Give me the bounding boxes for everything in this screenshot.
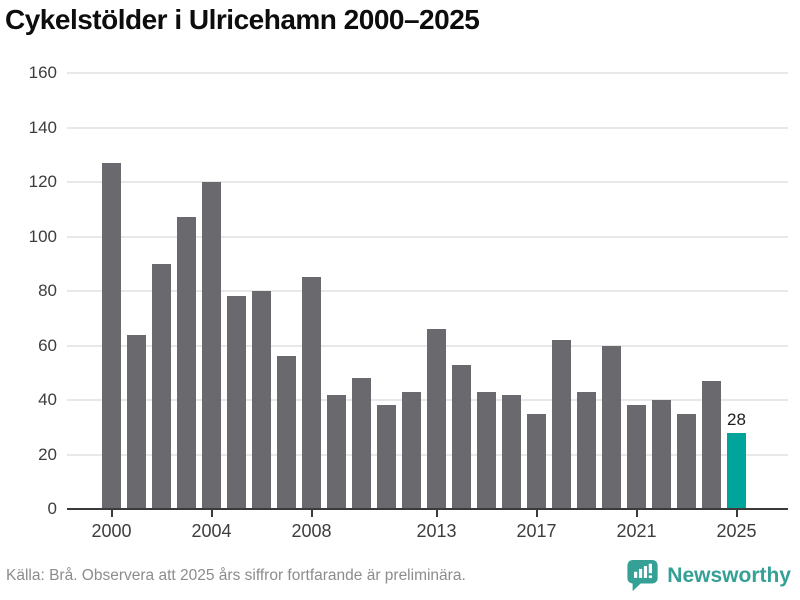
bar-2019 [577,391,596,509]
y-tick-label-160: 160 [28,63,57,82]
gridline-160 [67,72,788,74]
x-tick-label-2000: 2000 [91,521,132,541]
bar-2012 [402,391,421,509]
x-tick-label-2004: 2004 [191,521,232,541]
footer: Källa: Brå. Observera att 2025 års siffr… [6,558,791,594]
page-title: Cykelstölder i Ulricehamn 2000–2025 [5,4,480,35]
bar-2018 [552,340,571,509]
bar-2001 [127,334,146,509]
bar-2025: 28 [727,410,746,509]
x-tick-2008 [310,510,313,517]
bar-2010 [352,378,371,509]
bar-2015 [477,391,496,509]
newsworthy-logo-icon [627,559,658,592]
newsworthy-logo[interactable]: Newsworthy [626,558,791,594]
y-axis-labels: 0 20 40 60 80 100 120 140 160 [7,63,57,518]
x-tick-2021 [635,510,638,517]
bars-container: 28 [102,73,746,509]
x-tick-2000 [110,510,113,517]
x-tick-label-2021: 2021 [616,521,657,541]
bar-2006 [252,291,271,509]
gridline-140 [67,126,788,129]
x-tick-2025 [735,510,738,517]
bar-2011 [377,405,396,509]
x-axis-line [67,508,788,510]
y-tick-label-20: 20 [38,444,57,464]
bar-2002 [152,263,171,509]
bar-2007 [277,356,296,509]
gridline-100 [67,235,788,238]
y-tick-label-140: 140 [28,117,57,137]
bar-2023 [677,413,696,509]
y-tick-label-120: 120 [28,172,57,191]
plot-area: 0 20 40 60 80 100 120 140 160 28 2000 2004 2008 201… [29,63,788,541]
x-tick-label-2025: 2025 [716,521,757,541]
bar-2009 [327,394,346,509]
y-tick-label-100: 100 [28,226,57,246]
y-tick-label-40: 40 [38,390,57,409]
bar-2022 [652,400,671,509]
y-tick-label-60: 60 [38,335,57,355]
y-tick-label-0: 0 [47,499,57,518]
bar-2020 [602,345,621,509]
x-tick-label-2017: 2017 [516,521,557,541]
bar-2005 [227,296,246,509]
bar-2013 [427,329,446,509]
bar-value-label: 28 [727,409,746,429]
x-tick-2004 [210,510,213,517]
bar-2004 [202,182,221,509]
x-tick-2017 [535,510,538,517]
bar-2016 [502,394,521,509]
gridline-120 [67,181,788,183]
bar-2024 [702,380,721,509]
bar-2021 [627,405,646,509]
bar-2014 [452,364,471,509]
x-tick-label-2013: 2013 [416,521,457,541]
x-tick-2013 [435,510,438,517]
bar-2017 [527,413,546,509]
bar-2000 [102,162,121,509]
bar-2008 [302,277,321,509]
gridline-80 [67,290,788,292]
x-tick-label-2008: 2008 [291,521,332,541]
bar-2003 [177,217,196,509]
newsworthy-logo-text: Newsworthy [667,564,791,587]
source-note: Källa: Brå. Observera att 2025 års siffr… [6,567,466,584]
y-tick-label-80: 80 [38,281,57,300]
